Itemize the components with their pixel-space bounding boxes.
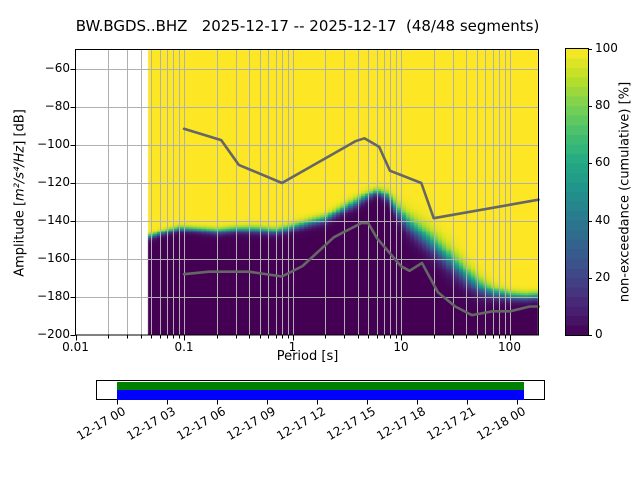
y-tick-label: −60 (44, 61, 70, 75)
y-tick-label: −80 (44, 99, 70, 113)
timeline-used-bar (117, 382, 524, 390)
colorbar-tick-label: 0 (595, 327, 603, 341)
timeline-box (96, 380, 545, 400)
colorbar-tick-label: 40 (595, 212, 611, 227)
colorbar-tick-label: 100 (595, 41, 618, 55)
y-tick-label: −160 (37, 251, 70, 265)
x-axis-label: Period [s] (276, 349, 339, 364)
x-tick-label: 0.01 (62, 340, 89, 354)
x-tick-label: 100 (498, 340, 521, 354)
y-tick-label: −100 (37, 137, 70, 151)
y-tick-label: −140 (37, 213, 70, 227)
colorbar-tick-label: 60 (595, 155, 611, 170)
x-tick-label: 10 (393, 340, 409, 354)
colorbar-tick-label: 20 (595, 269, 611, 284)
y-tick-label: −180 (37, 289, 70, 303)
y-tick-label: −120 (37, 175, 70, 189)
y-tick-label: −200 (37, 327, 70, 341)
timeline-data-bar (117, 389, 524, 400)
colorbar (566, 49, 588, 335)
x-tick-label: 1 (288, 340, 297, 354)
colorbar-tick-label: 80 (595, 98, 611, 113)
x-tick-label: 0.1 (174, 340, 194, 354)
colorbar-label: non-exceedance (cumulative) [%] (617, 81, 633, 303)
